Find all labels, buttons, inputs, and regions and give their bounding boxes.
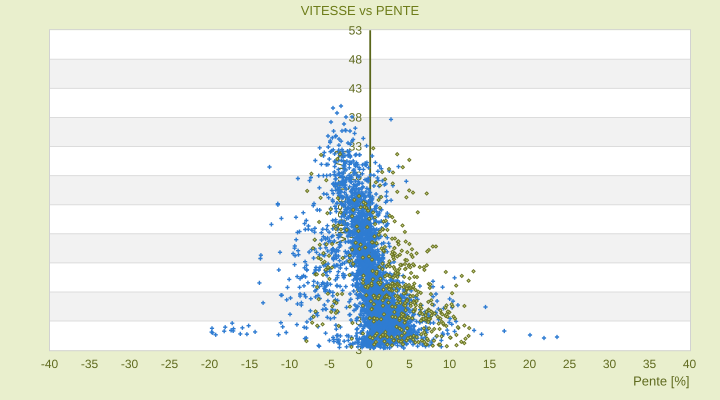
svg-text:38: 38	[349, 111, 363, 125]
svg-text:48: 48	[349, 53, 363, 67]
svg-text:5: 5	[406, 357, 413, 371]
svg-text:0: 0	[366, 357, 373, 371]
svg-text:3: 3	[355, 314, 362, 328]
svg-text:43: 43	[349, 82, 363, 96]
svg-text:VITESSE vs PENTE: VITESSE vs PENTE	[301, 3, 420, 18]
svg-text:35: 35	[643, 357, 657, 371]
svg-text:-35: -35	[81, 357, 99, 371]
svg-text:-5: -5	[324, 357, 335, 371]
svg-text:3: 3	[355, 343, 362, 357]
svg-text:Pente [%]: Pente [%]	[633, 374, 689, 389]
svg-text:-15: -15	[241, 357, 259, 371]
svg-text:-25: -25	[161, 357, 179, 371]
svg-text:-10: -10	[281, 357, 299, 371]
svg-text:40: 40	[683, 357, 697, 371]
svg-text:30: 30	[603, 357, 617, 371]
svg-text:-20: -20	[201, 357, 219, 371]
svg-text:20: 20	[523, 357, 537, 371]
svg-text:15: 15	[483, 357, 497, 371]
svg-text:-40: -40	[41, 357, 59, 371]
svg-text:-30: -30	[121, 357, 139, 371]
svg-text:8: 8	[355, 285, 362, 299]
svg-text:10: 10	[443, 357, 457, 371]
svg-text:25: 25	[563, 357, 577, 371]
svg-text:53: 53	[349, 23, 363, 37]
